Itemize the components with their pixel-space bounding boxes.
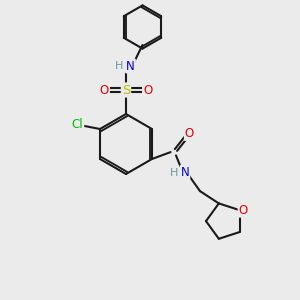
Text: Cl: Cl (72, 118, 83, 131)
Text: H: H (115, 61, 124, 71)
Text: O: O (143, 83, 152, 97)
Text: O: O (185, 127, 194, 140)
Text: O: O (238, 204, 248, 217)
Text: O: O (100, 83, 109, 97)
Text: S: S (122, 83, 130, 97)
Text: N: N (181, 166, 189, 179)
Text: H: H (170, 167, 178, 178)
Text: N: N (126, 59, 135, 73)
